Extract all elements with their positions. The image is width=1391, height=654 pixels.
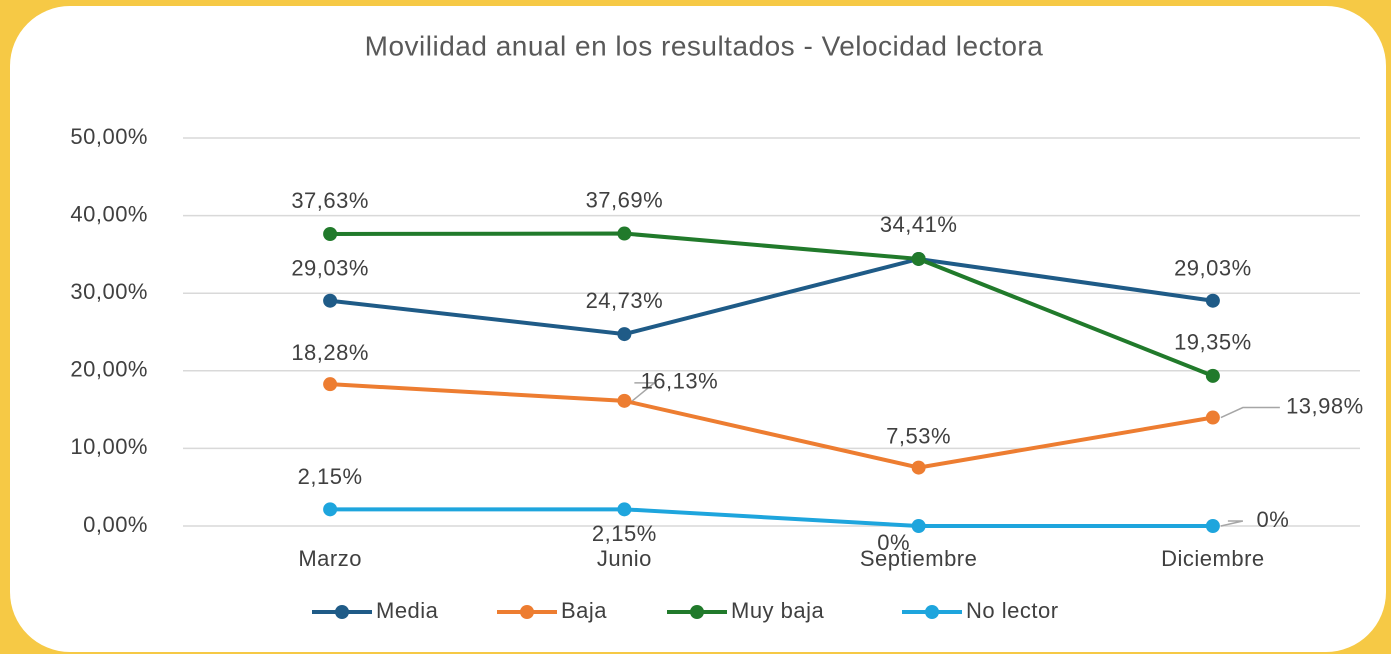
legend-label: No lector (966, 598, 1059, 623)
legend-label: Baja (561, 598, 607, 623)
data-label: 13,98% (1286, 393, 1364, 418)
y-tick-label: 40,00% (70, 201, 148, 226)
legend-marker (520, 605, 534, 619)
series-line (330, 507, 1213, 528)
leader-line (1220, 406, 1280, 419)
series-line (329, 256, 1214, 337)
data-label: 29,03% (1174, 256, 1252, 281)
y-tick-label: 20,00% (70, 357, 148, 382)
data-point (323, 377, 338, 392)
data-label: 37,69% (586, 187, 664, 212)
data-label: 0% (1256, 507, 1289, 532)
y-tick-label: 0,00% (83, 512, 148, 537)
data-point (323, 293, 338, 308)
legend-marker (690, 605, 704, 619)
x-tick-label: Junio (597, 546, 652, 571)
legend-label: Muy baja (731, 598, 825, 623)
data-point (323, 226, 338, 241)
data-point (617, 327, 632, 342)
data-point (911, 460, 926, 475)
data-label: 18,28% (291, 340, 369, 365)
y-tick-label: 30,00% (70, 279, 148, 304)
data-point (1205, 410, 1220, 425)
data-label: 16,13% (641, 369, 719, 394)
data-point (911, 251, 926, 266)
leader-line (1220, 520, 1244, 527)
chart-title: Movilidad anual en los resultados - Velo… (365, 30, 1044, 61)
data-label: 19,35% (1174, 330, 1252, 355)
series-line (330, 382, 1214, 470)
data-point (1205, 519, 1220, 533)
series-line (330, 231, 1214, 378)
leader-line (631, 382, 657, 402)
legend-marker (925, 605, 939, 619)
data-label: 34,41% (880, 212, 958, 237)
y-tick-label: 50,00% (70, 124, 148, 149)
legend-label: Media (376, 598, 439, 623)
data-label: 2,15% (592, 521, 657, 546)
data-point (617, 393, 632, 408)
x-tick-label: Septiembre (860, 546, 978, 571)
data-point (617, 502, 632, 517)
data-point (617, 226, 632, 241)
data-label: 2,15% (298, 464, 363, 489)
y-tick-label: 10,00% (70, 434, 148, 459)
data-point (1205, 293, 1220, 308)
data-point (1205, 368, 1220, 383)
data-label: 24,73% (586, 288, 664, 313)
data-label: 0% (877, 530, 910, 555)
data-label: 37,63% (291, 188, 369, 213)
x-tick-label: Marzo (298, 546, 362, 571)
data-label: 7,53% (886, 423, 951, 448)
data-label: 29,03% (291, 256, 369, 281)
data-point (911, 519, 926, 533)
legend-marker (335, 605, 349, 619)
x-tick-label: Diciembre (1161, 546, 1265, 571)
card (10, 6, 1386, 652)
data-point (323, 502, 338, 517)
